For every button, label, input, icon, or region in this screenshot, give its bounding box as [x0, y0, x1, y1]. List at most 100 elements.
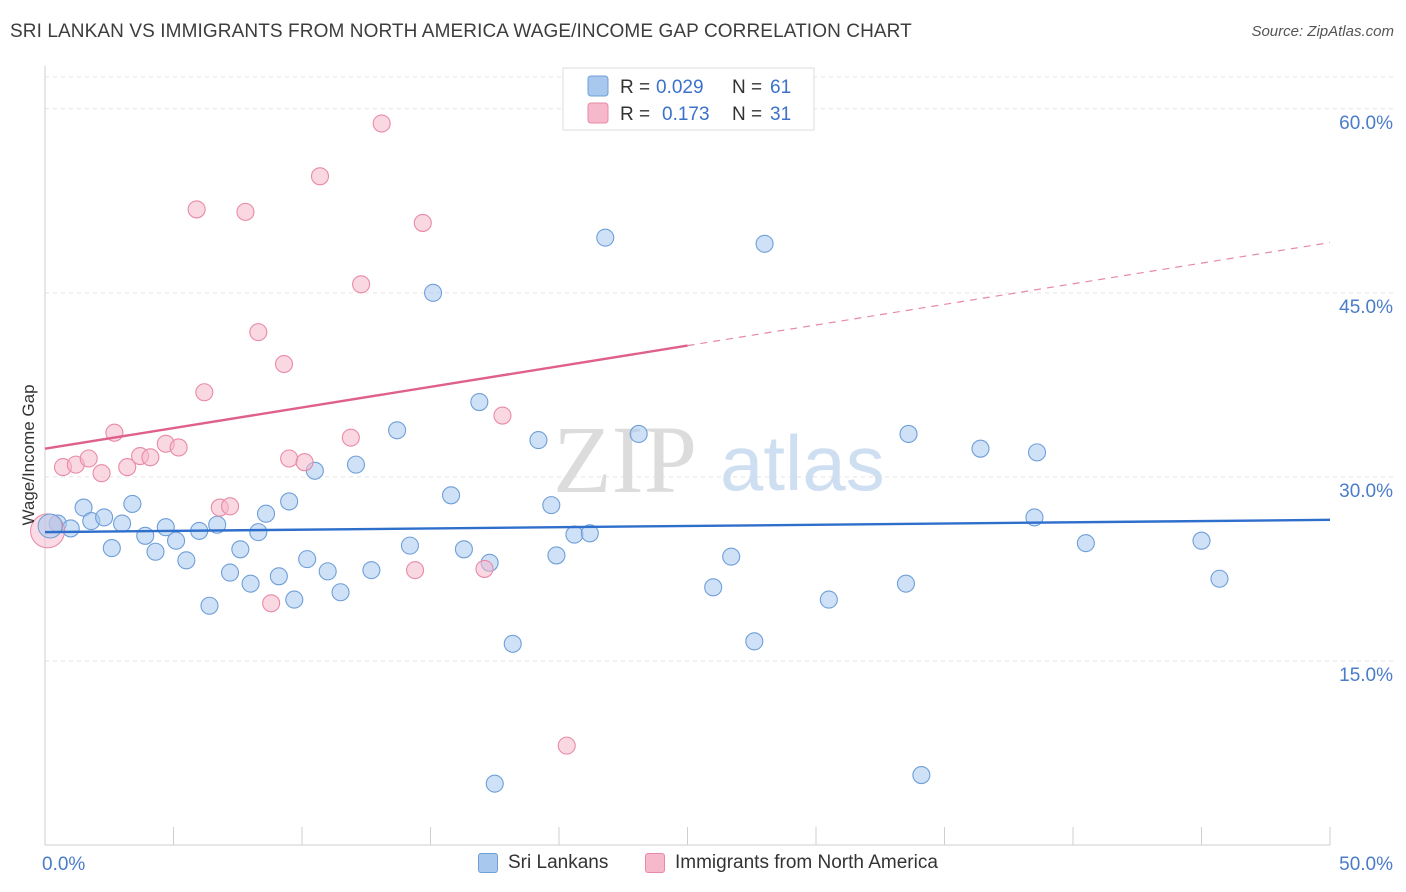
data-point-immigrants-north-america [195, 383, 214, 402]
stats-r-label-pink: R = [620, 104, 650, 125]
data-point-sri-lankans [331, 583, 350, 602]
data-point-immigrants-north-america [274, 354, 294, 374]
y-tick-label: 60.0% [1339, 113, 1393, 134]
data-point-immigrants-north-america [92, 464, 111, 483]
data-point-sri-lankans [899, 424, 918, 444]
data-point-sri-lankans [123, 494, 142, 513]
data-point-sri-lankans [200, 596, 219, 615]
legend-swatch-immigrants-north-america [645, 853, 665, 873]
data-point-immigrants-north-america [236, 202, 255, 221]
x-tick-label-min: 0.0% [42, 854, 85, 875]
data-point-sri-lankans [529, 431, 548, 450]
data-point-immigrants-north-america [372, 114, 391, 133]
stats-r-value-blue: 0.029 [656, 77, 704, 98]
data-point-sri-lankans [388, 421, 407, 440]
stats-legend-swatch-blue [587, 75, 609, 97]
legend-label-sri-lankans: Sri Lankans [508, 852, 609, 873]
data-point-sri-lankans [454, 540, 473, 559]
stats-r-label-blue: R = [620, 77, 650, 98]
data-point-sri-lankans [896, 574, 916, 593]
data-point-sri-lankans [74, 498, 93, 517]
data-point-sri-lankans [113, 514, 132, 533]
stats-legend-swatch-pink [587, 102, 609, 124]
data-point-immigrants-north-america [295, 453, 314, 472]
source-label: Source: ZipAtlas.com [1251, 23, 1394, 40]
data-point-immigrants-north-america [557, 736, 576, 755]
legend-item-immigrants-north-america: Immigrants from North America [645, 852, 938, 874]
y-tick-label: 30.0% [1339, 481, 1393, 502]
data-point-immigrants-north-america [249, 323, 268, 342]
stats-n-value-pink: 31 [770, 104, 791, 125]
data-point-sri-lankans [285, 590, 304, 609]
data-point-sri-lankans [704, 578, 723, 597]
data-point-immigrants-north-america [406, 561, 425, 580]
data-point-sri-lankans [298, 550, 317, 569]
data-point-sri-lankans [102, 539, 121, 558]
stats-legend: R = 0.029 N = 61 R = 0.173 N = 31 [562, 67, 815, 131]
data-point-sri-lankans [745, 632, 764, 651]
data-point-sri-lankans [470, 393, 489, 412]
data-point-sri-lankans [424, 283, 443, 302]
data-point-immigrants-north-america [169, 438, 188, 457]
data-point-immigrants-north-america [141, 448, 160, 467]
data-point-sri-lankans [1210, 569, 1229, 588]
data-point-sri-lankans [485, 774, 504, 793]
data-point-sri-lankans [146, 542, 165, 561]
watermark-zip: ZIP [553, 406, 697, 513]
x-tick-label-max: 50.0% [1339, 854, 1393, 875]
data-point-sri-lankans [400, 536, 419, 555]
data-point-sri-lankans [208, 515, 227, 534]
stats-n-value-blue: 61 [770, 77, 791, 98]
trend-line-immigrants-north-america-extension [687, 241, 1331, 347]
data-point-sri-lankans [565, 525, 584, 544]
data-point-sri-lankans [280, 492, 299, 511]
data-point-sri-lankans [95, 508, 114, 527]
y-tick-label: 45.0% [1339, 297, 1393, 318]
trend-line-sri-lankans [44, 518, 1331, 534]
legend-label-immigrants-north-america: Immigrants from North America [675, 852, 938, 873]
axes [44, 66, 1331, 846]
data-point-sri-lankans [971, 439, 990, 458]
legend-swatch-sri-lankans [478, 853, 498, 873]
data-point-immigrants-north-america [280, 449, 299, 468]
data-point-sri-lankans [256, 504, 276, 523]
data-point-sri-lankans [596, 228, 615, 247]
data-point-sri-lankans [231, 540, 250, 559]
data-points [30, 114, 1229, 793]
data-point-sri-lankans [442, 486, 461, 505]
data-point-sri-lankans [241, 574, 260, 593]
data-point-immigrants-north-america [310, 167, 330, 186]
watermark: ZIP atlas [553, 406, 885, 513]
data-point-immigrants-north-america [352, 275, 371, 294]
tick-labels: 15.0% 30.0% 45.0% 60.0% 0.0% 50.0% [42, 113, 1393, 875]
stats-r-value-pink: 0.173 [662, 104, 710, 125]
data-point-sri-lankans [269, 567, 288, 586]
stats-n-label-blue: N = [732, 77, 762, 98]
data-point-immigrants-north-america [118, 458, 137, 477]
data-point-sri-lankans [1192, 531, 1211, 550]
data-point-sri-lankans [912, 766, 931, 785]
data-point-sri-lankans [167, 531, 186, 550]
data-point-sri-lankans [318, 562, 337, 581]
data-point-sri-lankans [249, 523, 268, 542]
data-point-sri-lankans [580, 524, 599, 543]
data-point-sri-lankans [136, 526, 155, 545]
data-point-sri-lankans [755, 234, 774, 253]
data-point-sri-lankans [629, 424, 648, 444]
watermark-atlas: atlas [720, 419, 885, 507]
chart-title: SRI LANKAN VS IMMIGRANTS FROM NORTH AMER… [10, 21, 912, 42]
stats-n-label-pink: N = [732, 104, 762, 125]
data-point-sri-lankans [819, 590, 838, 609]
y-axis-label: Wage/Income Gap [19, 384, 38, 525]
data-point-sri-lankans [346, 455, 366, 474]
data-point-immigrants-north-america [413, 213, 432, 232]
data-point-immigrants-north-america [187, 200, 206, 219]
data-point-sri-lankans [542, 496, 561, 515]
data-point-sri-lankans [37, 513, 63, 539]
y-tick-label: 15.0% [1339, 665, 1393, 686]
data-point-sri-lankans [503, 634, 522, 653]
data-point-sri-lankans [362, 561, 381, 580]
data-point-immigrants-north-america [475, 559, 494, 578]
data-point-sri-lankans [220, 563, 240, 582]
